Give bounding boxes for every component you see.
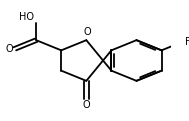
- Text: O: O: [83, 27, 91, 37]
- Text: O: O: [5, 44, 13, 54]
- Text: O: O: [83, 100, 90, 110]
- Text: HO: HO: [19, 12, 34, 22]
- Text: F: F: [185, 37, 189, 47]
